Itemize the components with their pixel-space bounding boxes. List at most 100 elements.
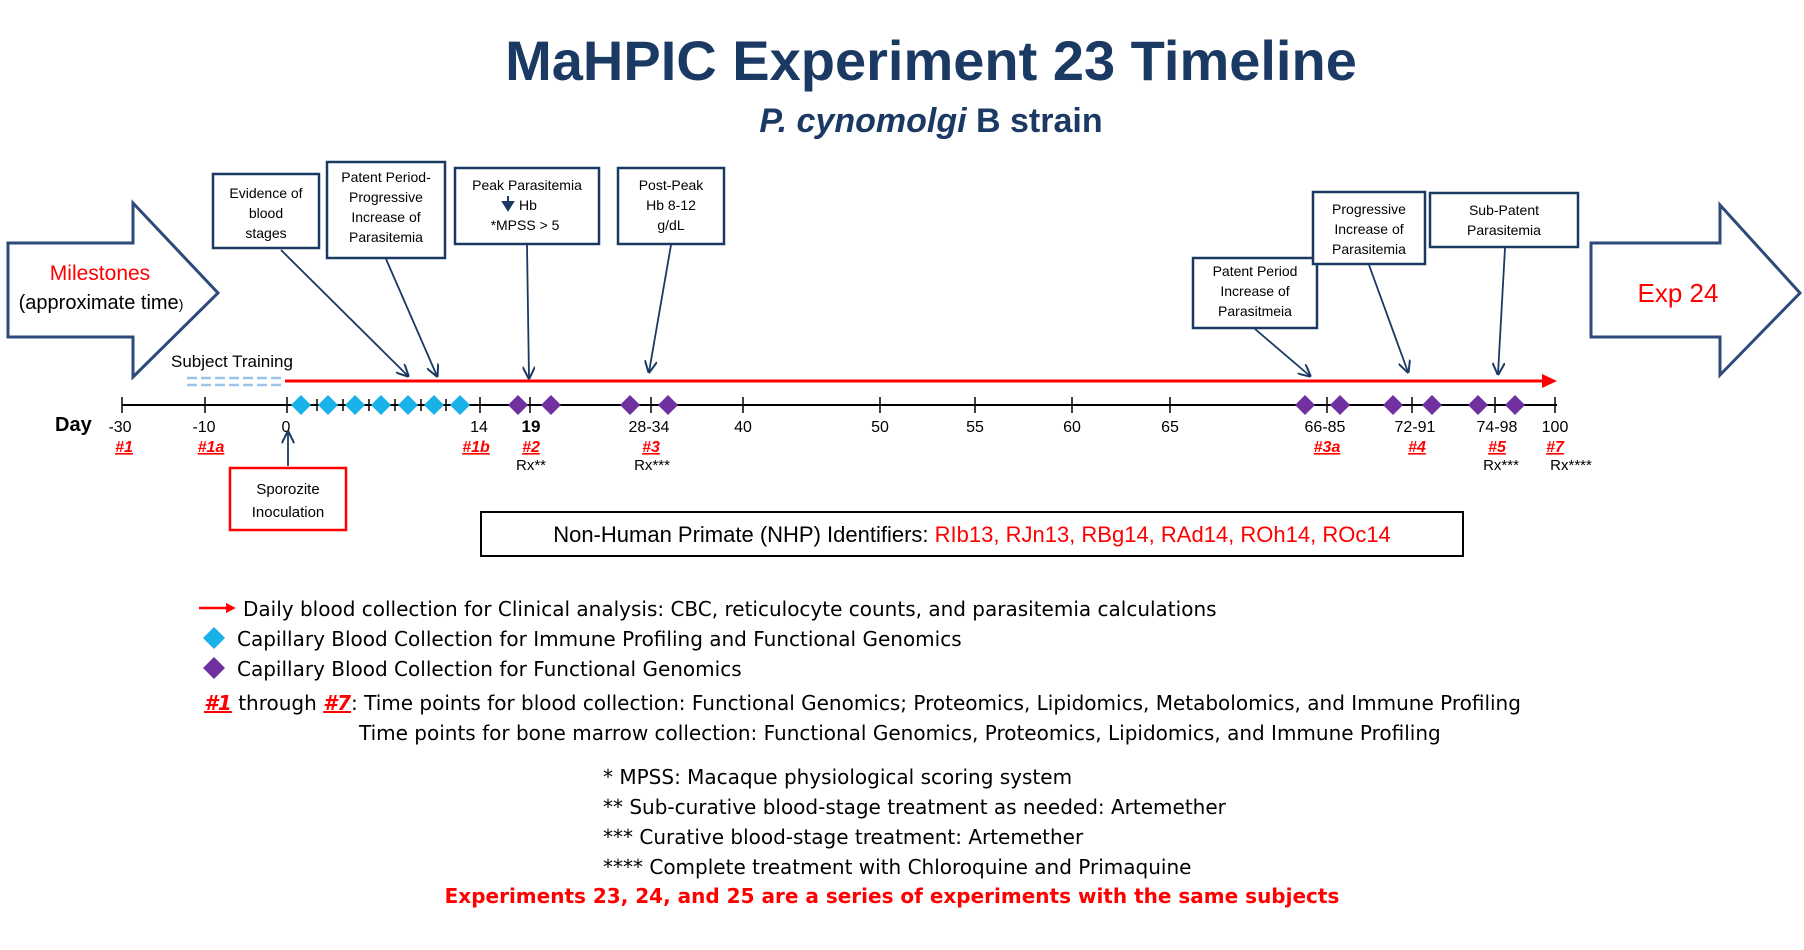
- postpeak-box: [616, 166, 726, 246]
- timepoint-label: #3a: [1314, 439, 1341, 456]
- callout-line: [1498, 247, 1506, 374]
- box-line: Patent Period-: [341, 169, 431, 185]
- box-line: Sporozite: [256, 481, 319, 498]
- evidence-box: [211, 172, 321, 250]
- box-line: Hb: [519, 197, 537, 213]
- tick-label: 50: [871, 419, 889, 436]
- purple-diamond-marker: [658, 395, 678, 415]
- box-line: Increase of: [1220, 283, 1289, 299]
- callout-line: [385, 258, 437, 376]
- tick-label: 72-91: [1395, 419, 1436, 436]
- box-line: Peak Parasitemia: [472, 177, 582, 193]
- footnote: ** Sub-curative blood-stage treatment as…: [603, 795, 1227, 819]
- milestones-sublabel: (approximate time): [19, 292, 184, 314]
- timepoint-label: #1a: [198, 439, 225, 456]
- timepoint-note-mid: through: [232, 691, 323, 715]
- tick-labels: -30 -10 0 14 19 28-34 40 50 55 60 65 66-…: [108, 417, 1568, 436]
- callout-line: [527, 244, 529, 378]
- callout-line: [1254, 328, 1310, 376]
- callout-line: [280, 249, 408, 376]
- milestones-sub-open: (approximate time: [19, 292, 179, 314]
- cyan-diamonds: [291, 395, 470, 415]
- box-line: Post-Peak: [639, 177, 705, 193]
- tick-label: 19: [522, 417, 541, 436]
- rx-labels: Rx** Rx*** Rx*** Rx****: [516, 457, 1592, 474]
- tick-label: 0: [282, 419, 291, 436]
- box-line: Parasitmeia: [1218, 303, 1292, 319]
- footnote: * MPSS: Macaque physiological scoring sy…: [603, 765, 1072, 789]
- box-line: *MPSS > 5: [491, 217, 560, 233]
- legend-purple-diamond: [203, 657, 225, 679]
- callout-connectors: [280, 244, 1506, 466]
- page-subtitle: P. cynomolgi B strain: [759, 102, 1102, 140]
- legend-purple-text: Capillary Blood Collection for Functiona…: [237, 657, 742, 681]
- subject-training-label: Subject Training: [171, 352, 293, 371]
- exp24-label: Exp 24: [1638, 278, 1719, 308]
- subtitle-species: P. cynomolgi: [759, 102, 968, 140]
- cyan-diamond-marker: [450, 395, 470, 415]
- rx-label: Rx**: [516, 457, 546, 474]
- timepoint-label: #3: [642, 439, 660, 456]
- tick-label: 40: [734, 419, 752, 436]
- patent2-box: [1191, 256, 1319, 330]
- box-line: g/dL: [657, 217, 684, 233]
- box-line: Hb 8-12: [646, 197, 696, 213]
- down-arrow-icon: [501, 196, 515, 212]
- subtitle-strain: B strain: [967, 102, 1103, 140]
- purple-diamond-marker: [508, 395, 528, 415]
- rx-label: Rx***: [634, 457, 670, 474]
- tick-label: 55: [966, 419, 984, 436]
- rx-label: Rx****: [1550, 457, 1592, 474]
- timepoint-note-to: #7: [323, 691, 351, 715]
- tick-label: 14: [470, 419, 488, 436]
- patent-box: [325, 160, 447, 260]
- purple-diamond-marker: [1468, 395, 1488, 415]
- subpatent-box: [1428, 191, 1580, 249]
- legend-cyan-diamond: [203, 627, 225, 649]
- timepoint-note-from: #1: [204, 691, 232, 715]
- nhp-ids: RIb13, RJn13, RBg14, RAd14, ROh14, ROc14: [935, 522, 1391, 547]
- timepoint-label: #5: [1488, 439, 1507, 456]
- daily-collection-arrowhead: [1542, 374, 1557, 388]
- cyan-diamond-marker: [371, 395, 391, 415]
- purple-diamond-marker: [1330, 395, 1350, 415]
- timepoint-label: #1b: [462, 439, 490, 456]
- timepoint-label: #4: [1408, 439, 1426, 456]
- cyan-diamond-marker: [345, 395, 365, 415]
- box-line: Increase of: [351, 209, 420, 225]
- purple-diamond-marker: [1383, 395, 1403, 415]
- box-line: stages: [245, 225, 286, 241]
- timepoint-label: #1: [115, 439, 133, 456]
- tick-label: 60: [1063, 419, 1081, 436]
- box-line: blood: [249, 205, 283, 221]
- box-line: Increase of: [1334, 221, 1403, 237]
- milestones-label: Milestones: [50, 262, 150, 285]
- purple-diamond-marker: [1505, 395, 1525, 415]
- timepoint-labels: #1 #1a #1b #2 #3 #3a #4 #5 #7: [115, 439, 1565, 456]
- milestones-arrow-shape: [6, 199, 221, 381]
- box-line: Parasitemia: [349, 229, 423, 245]
- box-line: Parasitemia: [1332, 241, 1406, 257]
- page-title: MaHPIC Experiment 23 Timeline: [505, 29, 1357, 92]
- purple-diamond-marker: [1422, 395, 1442, 415]
- tick-label: 74-98: [1477, 419, 1518, 436]
- tick-marks: [121, 397, 1556, 413]
- timepoint-label: #2: [522, 439, 540, 456]
- cyan-diamond-marker: [291, 395, 311, 415]
- tick-label: 65: [1161, 419, 1179, 436]
- footnote: **** Complete treatment with Chloroquine…: [603, 855, 1191, 879]
- tick-label: 100: [1542, 419, 1569, 436]
- box-line: Inoculation: [252, 504, 325, 521]
- legend-red-arrowhead: [226, 603, 236, 613]
- purple-diamond-marker: [541, 395, 561, 415]
- rx-label: Rx***: [1483, 457, 1519, 474]
- footnote: *** Curative blood-stage treatment: Arte…: [603, 825, 1084, 849]
- tick-label: -30: [108, 419, 131, 436]
- day-label: Day: [55, 414, 93, 436]
- timepoint-note-text1: : Time points for blood collection: Func…: [351, 691, 1521, 715]
- series-note: Experiments 23, 24, and 25 are a series …: [445, 884, 1340, 908]
- timepoint-note-line2: Time points for bone marrow collection: …: [358, 721, 1441, 745]
- sporozoite-box: [228, 466, 348, 532]
